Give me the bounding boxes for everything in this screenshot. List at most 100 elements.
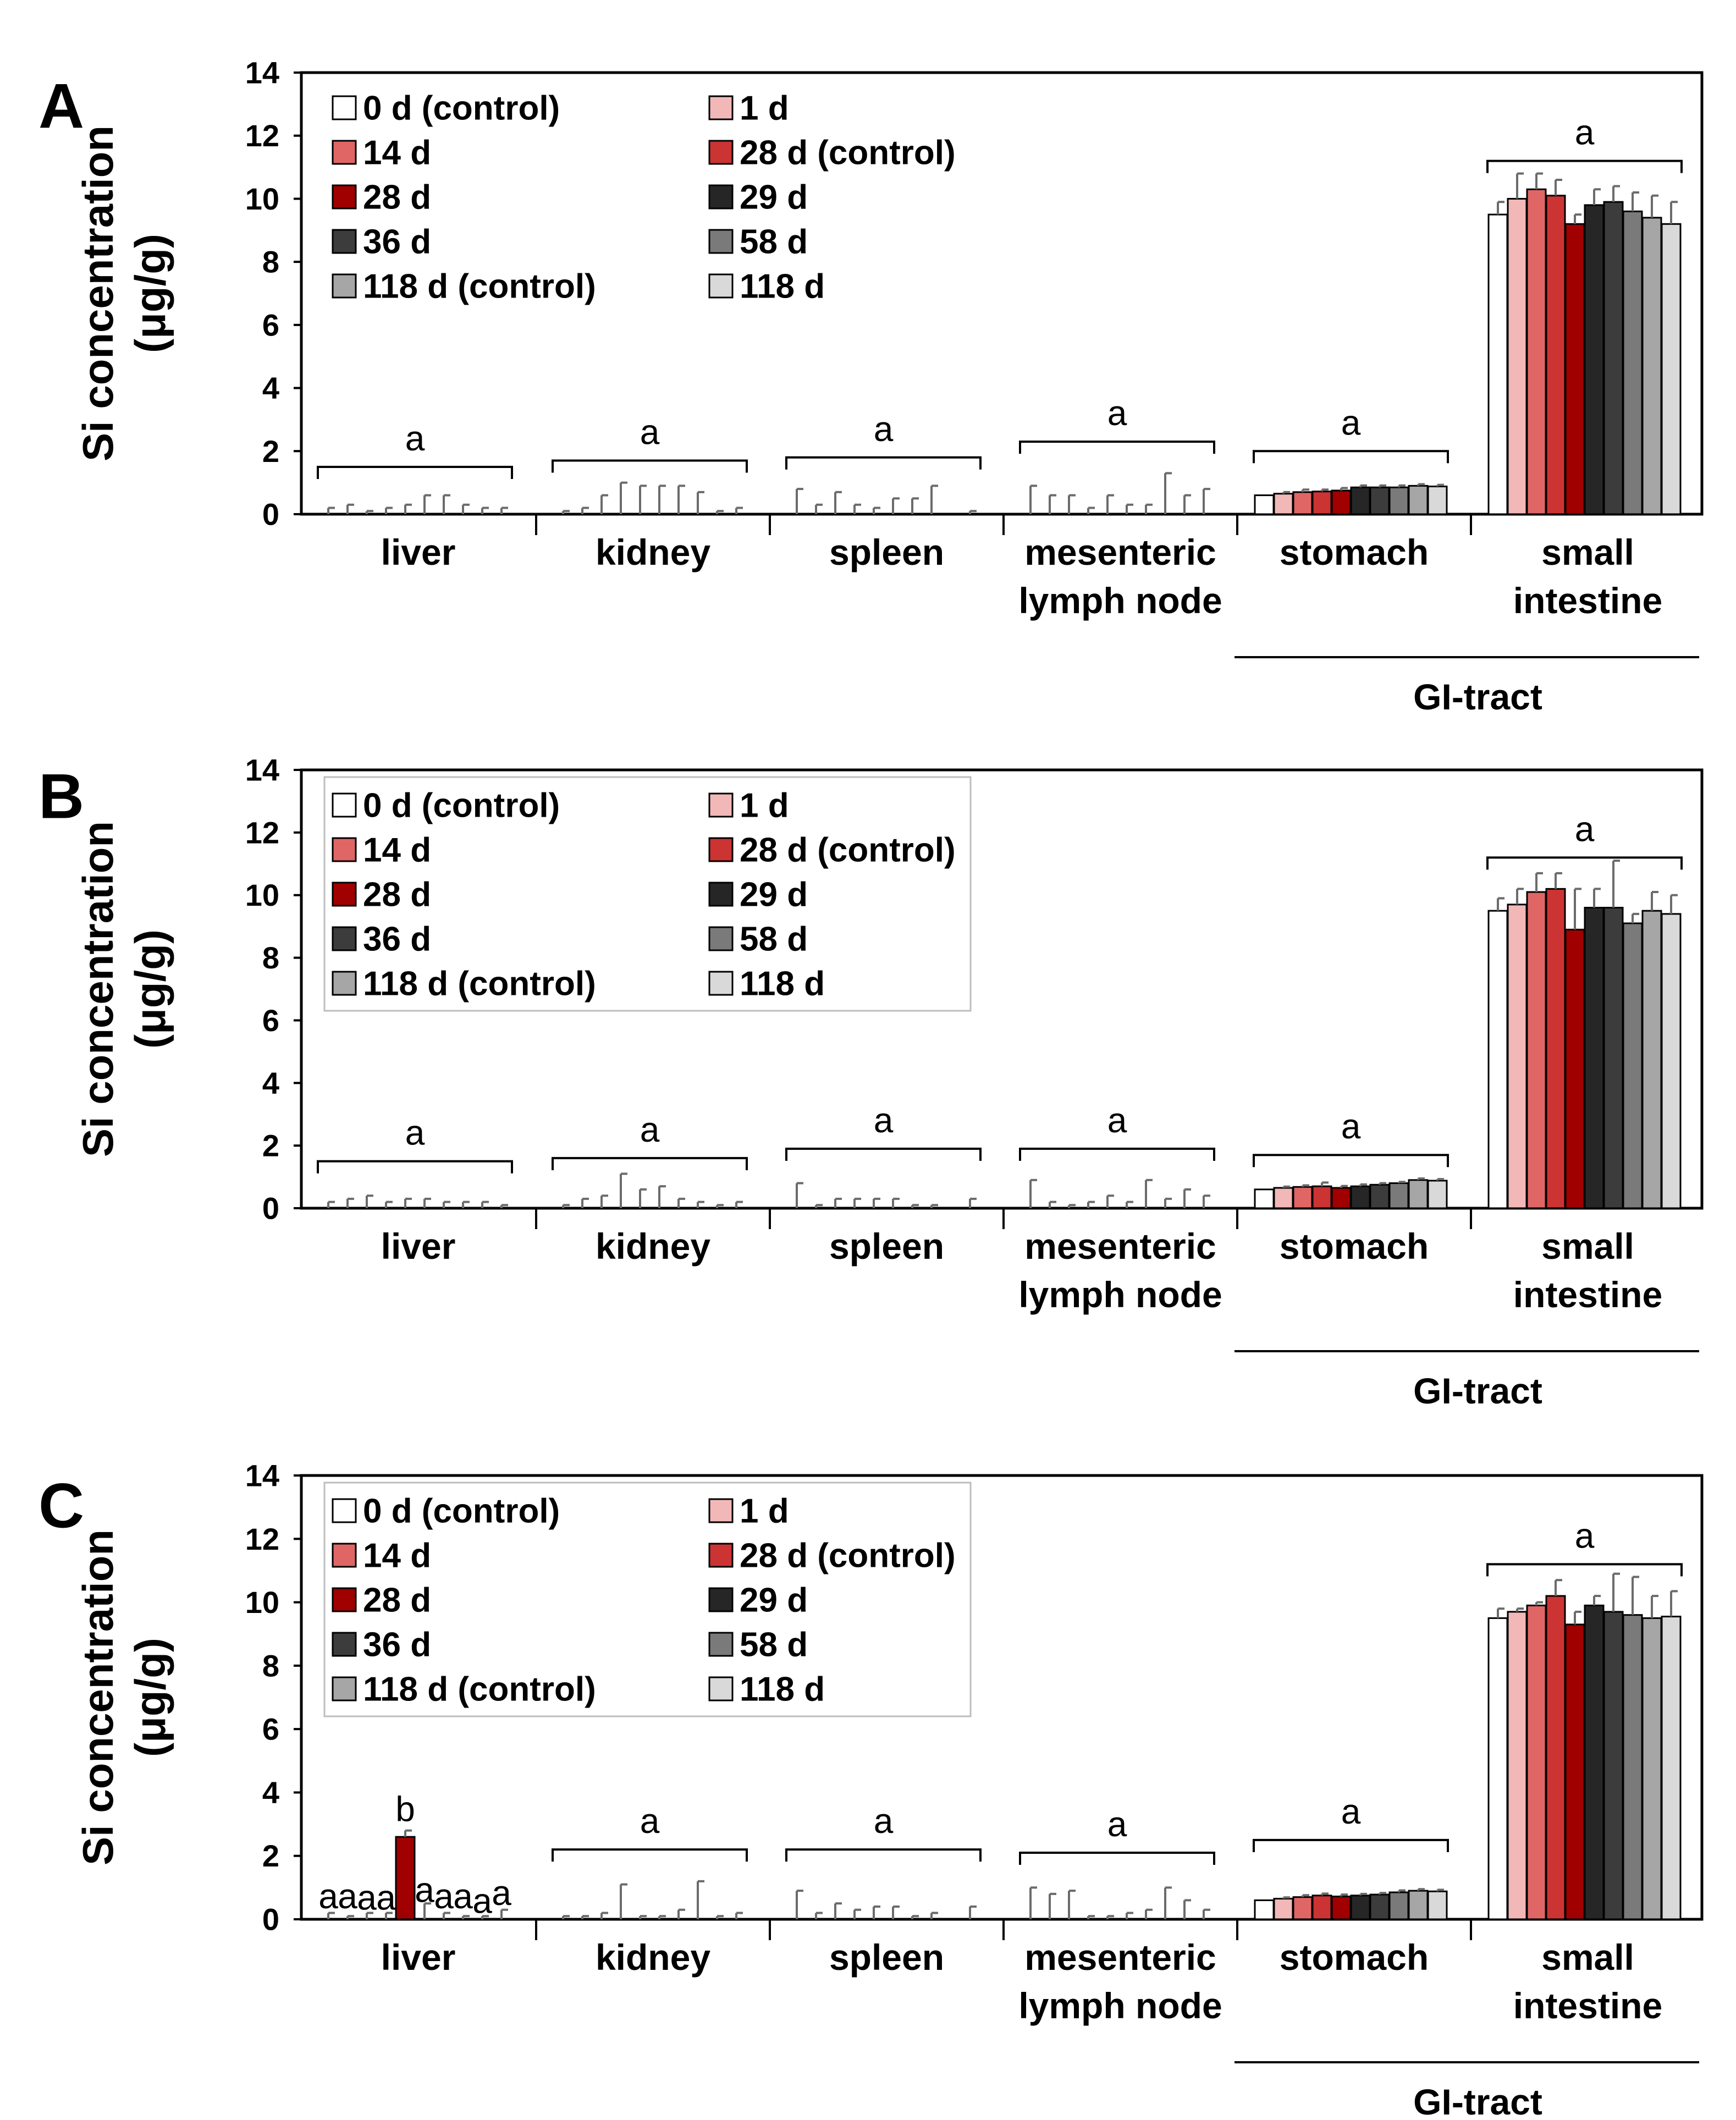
legend-label: 29 d xyxy=(740,876,808,914)
bar xyxy=(1369,1893,1390,1920)
legend-label: 118 d (control) xyxy=(363,965,596,1003)
bar xyxy=(1350,1895,1371,1920)
y-tick-label: 14 xyxy=(245,56,279,90)
x-category-label: liver xyxy=(381,532,456,572)
legend-label: 0 d (control) xyxy=(363,90,560,128)
bar xyxy=(1273,1187,1294,1209)
bar xyxy=(1622,1614,1643,1920)
x-category-label: stomach xyxy=(1280,1226,1429,1267)
y-tick-label: 2 xyxy=(262,434,279,469)
legend-swatch xyxy=(708,229,734,254)
panel-letter: C xyxy=(38,1471,84,1541)
x-category-label: spleen xyxy=(829,532,944,572)
significance-bracket xyxy=(1486,856,1683,870)
legend-label: 118 d (control) xyxy=(363,268,596,306)
significance-letter: a xyxy=(1575,809,1595,849)
panel-B: BSi concentration (μg/g) 0 2 4 6 8 10 12 14 liver k… xyxy=(38,753,1704,1411)
bar xyxy=(1564,928,1585,1209)
bar xyxy=(1388,486,1409,515)
legend-swatch xyxy=(708,1543,734,1568)
legend-swatch xyxy=(332,837,357,862)
bar xyxy=(1408,1179,1429,1209)
x-category-label: spleen xyxy=(829,1226,944,1267)
significance-bracket xyxy=(317,1160,513,1174)
y-tick-label: 12 xyxy=(245,1522,279,1556)
panel-letter: A xyxy=(38,71,84,141)
bar xyxy=(1273,1898,1294,1920)
bar xyxy=(1603,906,1624,1209)
x-category-label: small xyxy=(1541,1937,1634,1978)
bar xyxy=(1311,1185,1332,1209)
y-tick-label: 12 xyxy=(245,815,279,850)
y-tick-label: 4 xyxy=(262,1066,279,1100)
legend-swatch xyxy=(332,1587,357,1612)
legend-label: 58 d xyxy=(740,1626,808,1664)
x-category-label: mesenteric xyxy=(1024,532,1216,572)
bar xyxy=(1545,195,1566,515)
significance-letter: a xyxy=(318,1876,338,1916)
legend-label: 1 d xyxy=(740,90,789,128)
legend-swatch xyxy=(708,926,734,951)
legend-swatch xyxy=(332,1676,357,1701)
significance-letter: a xyxy=(1341,403,1361,442)
bar xyxy=(1369,1183,1390,1209)
y-tick-label: 10 xyxy=(245,181,279,216)
legend-swatch xyxy=(708,882,734,907)
bar xyxy=(1408,1890,1429,1920)
x-category-label: intestine xyxy=(1513,1274,1662,1315)
legend-swatch xyxy=(708,1676,734,1701)
legend-label: 29 d xyxy=(740,179,808,217)
significance-letter: a xyxy=(415,1870,434,1909)
y-tick-label: 8 xyxy=(262,245,279,279)
plot-frame xyxy=(300,71,1704,516)
gi-tract-label: GI-tract xyxy=(1413,1370,1542,1411)
bar xyxy=(1584,204,1605,515)
panel-letter: B xyxy=(38,761,84,832)
significance-bracket xyxy=(1019,1851,1215,1865)
legend-swatch xyxy=(708,184,734,210)
significance-bracket xyxy=(1253,450,1449,464)
significance-letter: a xyxy=(1107,1100,1127,1140)
legend-swatch xyxy=(708,1498,734,1523)
legend-label: 14 d xyxy=(363,1537,431,1575)
x-category-label: intestine xyxy=(1513,1985,1662,2026)
bar xyxy=(1545,1595,1566,1920)
gi-tract-label: GI-tract xyxy=(1413,2082,1542,2117)
significance-letter: a xyxy=(1575,113,1595,152)
bar xyxy=(1526,188,1547,515)
bar xyxy=(1661,223,1682,515)
y-tick-label: 8 xyxy=(262,940,279,975)
bar xyxy=(1487,1617,1508,1920)
legend-label: 14 d xyxy=(363,832,431,869)
significance-bracket xyxy=(552,1848,748,1862)
legend-swatch xyxy=(708,1587,734,1612)
x-category-label: intestine xyxy=(1513,580,1662,621)
bar xyxy=(1311,1895,1332,1920)
bar xyxy=(1273,493,1294,515)
y-axis-label: Si concentration xyxy=(74,125,122,461)
legend-swatch xyxy=(708,1632,734,1657)
legend-label: 28 d xyxy=(363,1582,431,1620)
y-tick-label: 10 xyxy=(245,878,279,912)
legend-swatch xyxy=(332,273,357,299)
x-category-label: spleen xyxy=(829,1937,944,1978)
legend-swatch xyxy=(708,792,734,818)
legend-swatch xyxy=(708,95,734,120)
bar xyxy=(1292,1186,1313,1209)
y-tick-label: 10 xyxy=(245,1585,279,1620)
significance-letter: a xyxy=(405,1113,425,1153)
significance-bracket xyxy=(785,1147,982,1161)
x-category-label: liver xyxy=(381,1937,456,1978)
bar xyxy=(1427,1890,1448,1920)
bar xyxy=(1427,486,1448,515)
legend-swatch xyxy=(708,140,734,165)
bar xyxy=(1408,484,1429,515)
y-tick-label: 2 xyxy=(262,1128,279,1163)
significance-letter: a xyxy=(1107,1804,1127,1844)
bar xyxy=(1507,197,1528,515)
bar xyxy=(1584,1604,1605,1920)
bar xyxy=(1507,1611,1528,1920)
bar xyxy=(1641,1617,1662,1920)
significance-letter: a xyxy=(640,1110,660,1149)
legend-label: 28 d xyxy=(363,876,431,914)
